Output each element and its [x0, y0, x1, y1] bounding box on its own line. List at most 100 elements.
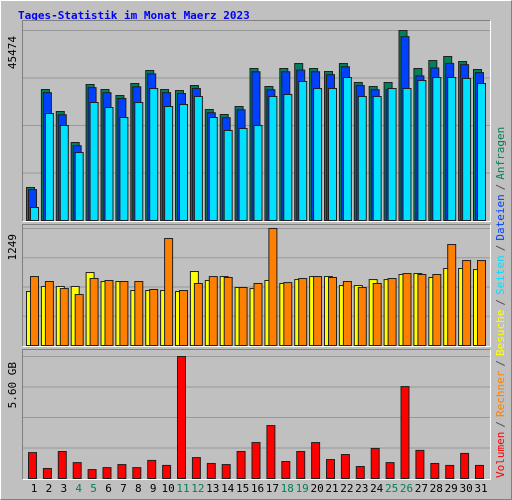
x-tick-label: 10	[161, 482, 174, 495]
bar	[208, 117, 218, 221]
bar	[179, 104, 188, 221]
bar	[328, 88, 337, 222]
bar	[74, 152, 84, 221]
bar	[311, 442, 321, 479]
bar	[179, 290, 188, 347]
bar	[104, 279, 114, 346]
x-tick-label: 3	[60, 482, 67, 495]
bar	[313, 88, 323, 222]
bar	[385, 462, 395, 480]
y-tick-label: 45474	[6, 36, 19, 69]
bar	[132, 467, 142, 480]
bar	[221, 464, 231, 479]
bar	[147, 459, 157, 479]
bar	[193, 95, 203, 221]
bar	[87, 469, 97, 480]
x-tick-label: 11	[176, 482, 189, 495]
bar	[387, 278, 397, 347]
legend-entry: Besuche	[494, 310, 507, 356]
bar	[447, 77, 457, 221]
bar	[281, 461, 291, 479]
legend-separator: /	[494, 421, 507, 428]
bar	[134, 281, 144, 347]
bar	[177, 356, 186, 479]
bar	[102, 467, 112, 480]
x-tick-label: 8	[135, 482, 142, 495]
legend-entry: Volumen	[494, 432, 507, 478]
bar	[28, 452, 37, 480]
bar	[296, 450, 306, 480]
x-tick-label: 1	[31, 482, 38, 495]
bar	[89, 278, 99, 347]
bar	[59, 124, 69, 221]
bar	[117, 464, 127, 479]
bar	[149, 88, 159, 222]
bar	[477, 82, 486, 221]
bar	[89, 102, 99, 221]
bar	[313, 276, 323, 346]
bar	[30, 276, 39, 346]
legend-separator: /	[494, 299, 507, 306]
panel-bevel-light	[22, 349, 491, 480]
bar	[357, 95, 367, 221]
bar	[57, 450, 67, 480]
y-tick-label: 1249	[6, 234, 19, 261]
bar	[432, 77, 442, 221]
bar	[42, 467, 52, 480]
legend-entry: Rechner	[494, 370, 507, 417]
bar	[342, 77, 352, 221]
bar	[223, 276, 233, 347]
bar	[475, 464, 484, 479]
bar	[298, 80, 308, 222]
legend-entry: Dateien	[494, 194, 507, 240]
bar	[387, 88, 397, 222]
x-tick-label: 28	[430, 482, 443, 495]
x-tick-label: 6	[105, 482, 112, 495]
bar	[462, 77, 472, 221]
bar	[208, 276, 218, 346]
x-tick-label: 31	[474, 482, 487, 495]
bar	[417, 273, 427, 346]
bar	[253, 282, 263, 346]
x-tick-label: 29	[445, 482, 458, 495]
x-tick-label: 22	[340, 482, 353, 495]
bar	[164, 238, 174, 347]
x-tick-label: 17	[266, 482, 279, 495]
bar	[283, 93, 293, 221]
legend-separator: /	[494, 360, 507, 367]
x-tick-label: 21	[325, 482, 338, 495]
x-tick-label: 14	[221, 482, 235, 495]
x-tick-label: 4	[75, 482, 82, 495]
legend-entry: Anfragen	[494, 127, 507, 180]
bar	[59, 288, 69, 346]
x-tick-label: 24	[370, 482, 384, 495]
legend-separator: /	[494, 245, 507, 252]
x-tick-label: 20	[310, 482, 323, 495]
chart-title: Tages-Statistik im Monat Maerz 2023	[18, 9, 250, 22]
bar	[340, 454, 350, 479]
bar	[149, 288, 159, 347]
legend-separator: /	[494, 184, 507, 191]
bar	[223, 130, 233, 221]
bar	[355, 466, 365, 479]
bar	[283, 282, 293, 347]
bar	[477, 260, 486, 347]
bar	[417, 79, 427, 221]
panel-bevel-dark	[22, 20, 491, 222]
bar	[357, 287, 367, 346]
bar	[445, 464, 455, 479]
x-tick-label: 25	[385, 482, 398, 495]
x-tick-label: 15	[236, 482, 249, 495]
bar	[372, 282, 382, 346]
bar	[298, 278, 308, 347]
bar	[74, 294, 84, 346]
x-tick-label: 13	[206, 482, 219, 495]
x-tick-label: 9	[150, 482, 157, 495]
bar	[164, 106, 174, 221]
bar	[268, 95, 278, 221]
x-tick-label: 18	[281, 482, 294, 495]
bar	[134, 102, 144, 221]
bar	[44, 112, 54, 221]
x-tick-label: 12	[191, 482, 204, 495]
